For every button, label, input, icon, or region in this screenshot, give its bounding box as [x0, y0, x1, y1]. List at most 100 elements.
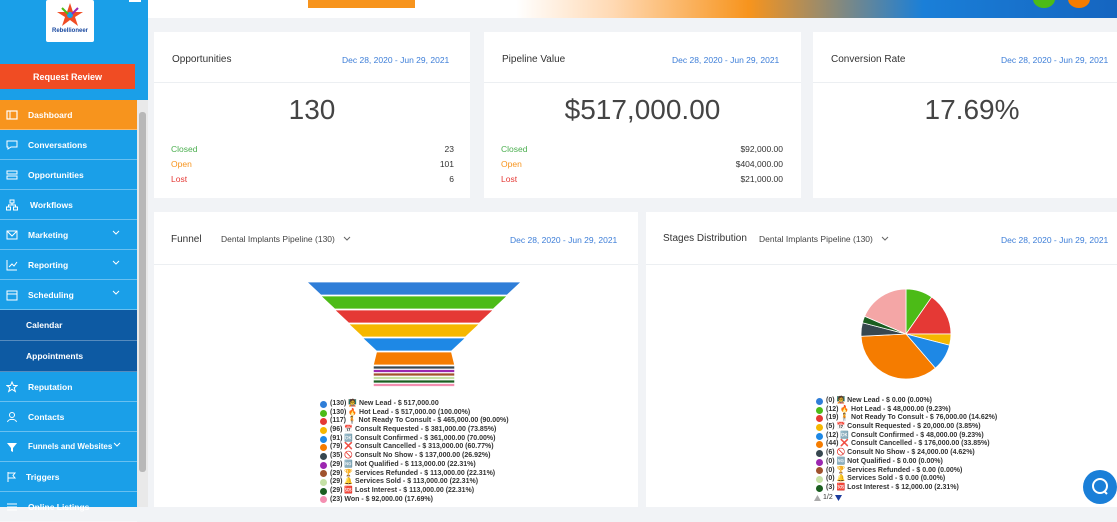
legend-item[interactable]: (117) 🧍 Not Ready To Consult - $ 465,000… [320, 417, 509, 426]
funnel-chart [306, 282, 522, 387]
pie-slice-won[interactable] [864, 288, 907, 335]
legend-dot [816, 458, 823, 466]
legend-item[interactable]: (0) 🧑‍🏫 New Lead - $ 0.00 (0.00%) [816, 397, 997, 406]
legend-dot [320, 400, 327, 408]
sidebar-item-appointments[interactable]: Appointments [0, 341, 137, 372]
legend-dot [320, 470, 327, 478]
pager-up-icon[interactable] [814, 494, 821, 501]
legend-item[interactable]: (5) 📅 Consult Requested - $ 20,000.00 (3… [816, 423, 997, 432]
card-title: Conversion Rate [831, 54, 906, 65]
legend-item[interactable]: (96) 📅 Consult Requested - $ 381,000.00 … [320, 426, 509, 435]
sidebar-item-online-listings[interactable]: Online Listings [0, 492, 137, 522]
legend-item[interactable]: (29) 🆘 Lost Interest - $ 113,000.00 (22.… [320, 487, 509, 496]
sidebar-item-scheduling[interactable]: Scheduling [0, 280, 137, 310]
legend-item[interactable]: (0) 🔔 Services Sold - $ 0.00 (0.00%) [816, 475, 997, 484]
legend-item[interactable]: (44) ❌ Consult Cancelled - $ 176,000.00 … [816, 440, 997, 449]
sidebar-item-conversations[interactable]: Conversations [0, 130, 137, 160]
funnel-band-new-lead[interactable] [306, 282, 522, 296]
sidebar-item-workflows[interactable]: Workflows [0, 190, 137, 220]
sidebar-item-calendar[interactable]: Calendar [0, 310, 137, 341]
date-range[interactable]: Dec 28, 2020 - Jun 29, 2021 [342, 55, 450, 65]
sidebar-item-dashboard[interactable]: Dashboard [0, 100, 137, 130]
card-title: Opportunities [172, 54, 232, 65]
user-avatar[interactable] [1068, 0, 1090, 8]
date-range[interactable]: Dec 28, 2020 - Jun 29, 2021 [510, 235, 618, 245]
pie-slice-consult-cancelled[interactable] [860, 333, 936, 380]
legend-dot [320, 479, 327, 487]
legend-item[interactable]: (29) 🔔 Services Sold - $ 113,000.00 (22.… [320, 478, 509, 487]
funnel-band-services-refunded[interactable] [372, 372, 456, 377]
sidebar-item-reputation[interactable]: Reputation [0, 372, 137, 402]
funnel-band-not-qualified[interactable] [372, 369, 456, 373]
legend-item[interactable]: (29) 🏆 Services Refunded - $ 113,000.00 … [320, 470, 509, 479]
legend-item[interactable]: (6) 🚫 Consult No Show - $ 24,000.00 (4.6… [816, 449, 997, 458]
legend-item[interactable]: (91) 🆗 Consult Confirmed - $ 361,000.00 … [320, 435, 509, 444]
funnel-band-not-ready-to-consult[interactable] [333, 309, 495, 324]
legend-label: (19) 🧍 Not Ready To Consult - $ 76,000.0… [826, 414, 998, 422]
legend-label: (0) 🆖 Not Qualified - $ 0.00 (0.00%) [826, 457, 943, 465]
legend-item[interactable]: (29) 🆖 Not Qualified - $ 113,000.00 (22.… [320, 461, 509, 470]
sidebar-item-opportunities[interactable]: Opportunities [0, 160, 137, 190]
legend-dot [320, 418, 327, 426]
opportunities-count: 130 [288, 94, 336, 125]
star-icon [6, 381, 18, 393]
legend-dot [816, 406, 823, 414]
funnel-band-hot-lead[interactable] [319, 295, 509, 310]
card-title: Stages Distribution [663, 233, 747, 244]
legend-item[interactable]: (3) 🆘 Lost Interest - $ 12,000.00 (2.31%… [816, 484, 997, 493]
legend-label: (12) 🔥 Hot Lead - $ 48,000.00 (9.23%) [826, 405, 951, 413]
stat-label-lost: Lost [171, 174, 188, 184]
sidebar-item-funnels[interactable]: Funnels and Websites [0, 432, 137, 462]
date-range[interactable]: Dec 28, 2020 - Jun 29, 2021 [1001, 55, 1109, 65]
sidebar-item-marketing[interactable]: Marketing [0, 220, 137, 250]
legend-item[interactable]: (79) ❌ Consult Cancelled - $ 313,000.00 … [320, 443, 509, 452]
legend-item[interactable]: (12) 🆗 Consult Confirmed - $ 48,000.00 (… [816, 432, 997, 441]
legend-dot [816, 467, 823, 475]
chevron-down-icon [112, 290, 120, 295]
top-action-button[interactable] [308, 0, 415, 8]
funnel-band-consult-confirmed[interactable] [361, 337, 467, 352]
legend-label: (29) 🔔 Services Sold - $ 113,000.00 (22.… [330, 478, 479, 486]
logo[interactable]: Rebellioneer [46, 0, 94, 42]
funnel-band-consult-cancelled[interactable] [372, 351, 456, 366]
funnel-band-services-sold[interactable] [372, 376, 456, 380]
legend-item[interactable]: (19) 🧍 Not Ready To Consult - $ 76,000.0… [816, 414, 997, 423]
pipeline-select[interactable]: Dental Implants Pipeline (130) [759, 234, 889, 244]
sidebar-item-contacts[interactable]: Contacts [0, 402, 137, 432]
legend-item[interactable]: (35) 🚫 Consult No Show - $ 137,000.00 (2… [320, 452, 509, 461]
sidebar-item-reporting[interactable]: Reporting [0, 250, 137, 280]
pipeline-value: $517,000.00 [564, 94, 721, 125]
chevron-down-icon [113, 442, 121, 447]
sidebar-item-label: Reporting [28, 259, 69, 270]
menu-icon[interactable] [129, 0, 141, 2]
funnel-band-won[interactable] [372, 383, 456, 387]
sidebar-item-label: Conversations [28, 139, 88, 150]
chat-button[interactable] [1083, 470, 1117, 504]
stat-label-open: Open [501, 159, 522, 169]
legend-item[interactable]: (23) Won - $ 92,000.00 (17.69%) [320, 496, 509, 505]
sidebar-scroll-thumb[interactable] [139, 112, 146, 472]
date-range[interactable]: Dec 28, 2020 - Jun 29, 2021 [1001, 235, 1109, 245]
date-range[interactable]: Dec 28, 2020 - Jun 29, 2021 [672, 55, 780, 65]
stages-card: Stages Distribution Dental Implants Pipe… [646, 212, 1117, 507]
funnel-band-lost-interest[interactable] [372, 379, 456, 384]
funnel-band-consult-requested[interactable] [347, 323, 481, 338]
legend-item[interactable]: (130) 🧑‍🏫 New Lead - $ 517,000.00 [320, 400, 509, 409]
stat-value-closed: 23 [444, 144, 454, 154]
legend-item[interactable]: (12) 🔥 Hot Lead - $ 48,000.00 (9.23%) [816, 406, 997, 415]
request-review-button[interactable]: Request Review [0, 64, 135, 89]
legend-item[interactable]: (130) 🔥 Hot Lead - $ 517,000.00 (100.00%… [320, 409, 509, 418]
funnel-band-consult-no-show[interactable] [372, 365, 456, 370]
card-header [813, 32, 1117, 83]
legend-item[interactable]: (0) 🏆 Services Refunded - $ 0.00 (0.00%) [816, 467, 997, 476]
pager-down-icon[interactable] [834, 494, 842, 501]
sidebar-item-triggers[interactable]: Triggers [0, 462, 137, 492]
legend-pager[interactable]: 1/2 [814, 494, 842, 501]
sidebar-item-label: Triggers [26, 471, 60, 482]
legend-item[interactable]: (0) 🆖 Not Qualified - $ 0.00 (0.00%) [816, 458, 997, 467]
legend-dot [816, 432, 823, 440]
sidebar-item-label: Marketing [28, 229, 69, 240]
mail-icon [6, 230, 18, 240]
pipeline-select[interactable]: Dental Implants Pipeline (130) [221, 234, 351, 244]
status-avatar[interactable] [1033, 0, 1055, 8]
